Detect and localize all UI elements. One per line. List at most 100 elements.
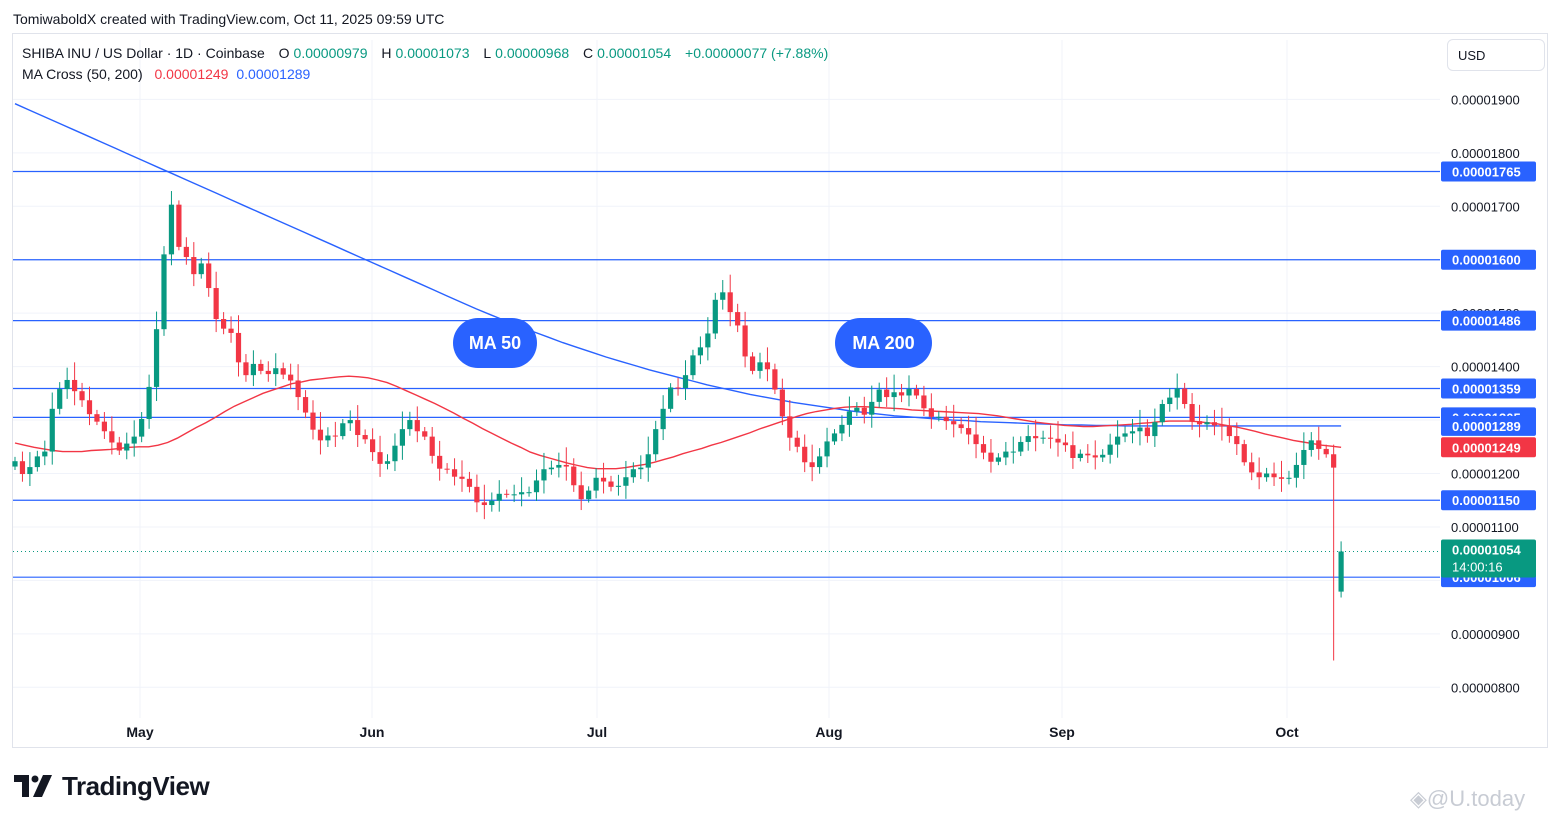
candle-body (198, 263, 204, 275)
candle-body (586, 490, 592, 500)
candle-body (79, 391, 85, 401)
candle-body (563, 464, 569, 467)
candle-body (675, 387, 681, 389)
candle-body (541, 469, 547, 481)
low-label: L (483, 45, 492, 61)
candle-body (243, 362, 249, 376)
candle-body (1256, 472, 1262, 478)
candle-body (451, 469, 458, 477)
candle-body (1271, 473, 1277, 478)
candle-body (1062, 442, 1069, 446)
candles (12, 191, 1344, 661)
open-label: O (278, 45, 290, 61)
candle-body (519, 492, 525, 495)
candle-body (496, 493, 502, 501)
price-badge-label: 0.00001486 (1452, 314, 1521, 329)
candle-body (787, 416, 793, 438)
price-badge (1441, 249, 1536, 270)
time-tick-label: May (126, 724, 153, 740)
symbol-title: SHIBA INU / US Dollar · 1D · Coinbase (22, 45, 265, 61)
candle-body (1293, 464, 1299, 478)
chart-attribution: TomiwaboldX created with TradingView.com… (13, 11, 445, 27)
candle-body (414, 420, 420, 432)
candle-body (943, 416, 949, 422)
ma50-line (14, 375, 1342, 470)
candle-body (302, 397, 309, 413)
candle-body (384, 461, 391, 464)
candle-body (578, 485, 584, 500)
candle-body (958, 424, 964, 429)
candle-body (42, 451, 48, 457)
candle-body (295, 380, 301, 398)
candle-body (869, 401, 875, 415)
price-badge (1441, 310, 1536, 331)
candle-body (936, 416, 942, 418)
candle-body (370, 439, 376, 453)
candle-body (846, 411, 852, 425)
tradingview-logo-text: TradingView (62, 771, 210, 801)
ma200-annotation: MA 200 (835, 318, 932, 368)
candle-body (697, 347, 703, 356)
candle-body (340, 423, 346, 437)
price-tick-label: 0.00001400 (1451, 360, 1520, 375)
ma200-series (14, 103, 1342, 427)
candle-body (317, 429, 324, 441)
candle-body (273, 368, 279, 375)
candle-body (1211, 422, 1218, 426)
candle-body (1033, 436, 1039, 439)
ma50-annotation: MA 50 (453, 318, 537, 368)
candle-body (139, 418, 145, 437)
candle-body (593, 477, 599, 491)
candle-body (951, 421, 957, 425)
candle-body (213, 288, 219, 320)
candle-body (459, 476, 465, 479)
last-price-label: 0.00001054 (1452, 543, 1521, 558)
candle-body (1167, 397, 1173, 405)
time-tick-label: Oct (1275, 724, 1299, 740)
candle-body (399, 429, 405, 446)
high-label: H (381, 45, 392, 61)
candle-body (1323, 448, 1329, 455)
candle-body (332, 435, 338, 437)
candle-body (1115, 436, 1121, 445)
candle-body (124, 443, 130, 451)
horizontal-levels (13, 170, 1440, 578)
candle-body (1204, 422, 1210, 425)
candle-body (347, 420, 353, 424)
candle-body (742, 325, 748, 357)
price-badge-label: 0.00001150 (1452, 493, 1520, 508)
candle-body (980, 444, 987, 453)
price-tick-label: 0.00000900 (1451, 627, 1520, 642)
candle-body (526, 492, 532, 494)
price-badge-label: 0.00001600 (1452, 253, 1521, 268)
candle-body (608, 481, 614, 487)
price-tick-label: 0.00001900 (1451, 92, 1520, 107)
candle-body (288, 374, 294, 381)
candle-body (146, 386, 152, 419)
currency-button[interactable]: USD (1447, 39, 1545, 71)
candle-body (153, 329, 160, 387)
candle-body (466, 478, 473, 487)
candle-body (504, 493, 510, 495)
candle-body (779, 389, 785, 417)
candle-body (429, 436, 435, 456)
indicator-legend[interactable]: MA Cross (50, 200) 0.00001249 0.00001289 (22, 66, 314, 82)
candle-body (1040, 437, 1046, 439)
candle-body (235, 332, 242, 363)
last-price-badge (1441, 539, 1536, 578)
watermark-icon: ◈ (1410, 786, 1427, 811)
candle-body (1301, 449, 1307, 465)
candle-body (727, 292, 733, 313)
price-tick-label: 0.00000800 (1451, 680, 1520, 695)
tradingview-logo-icon (14, 774, 52, 797)
candle-body (34, 456, 40, 468)
candle-body (183, 246, 189, 258)
candle-body (802, 446, 808, 463)
tradingview-logo[interactable]: TradingView (14, 771, 210, 802)
ma50-series (14, 375, 1342, 470)
candle-body (1316, 440, 1322, 449)
candle-body (1047, 437, 1054, 439)
candle-body (72, 379, 78, 392)
